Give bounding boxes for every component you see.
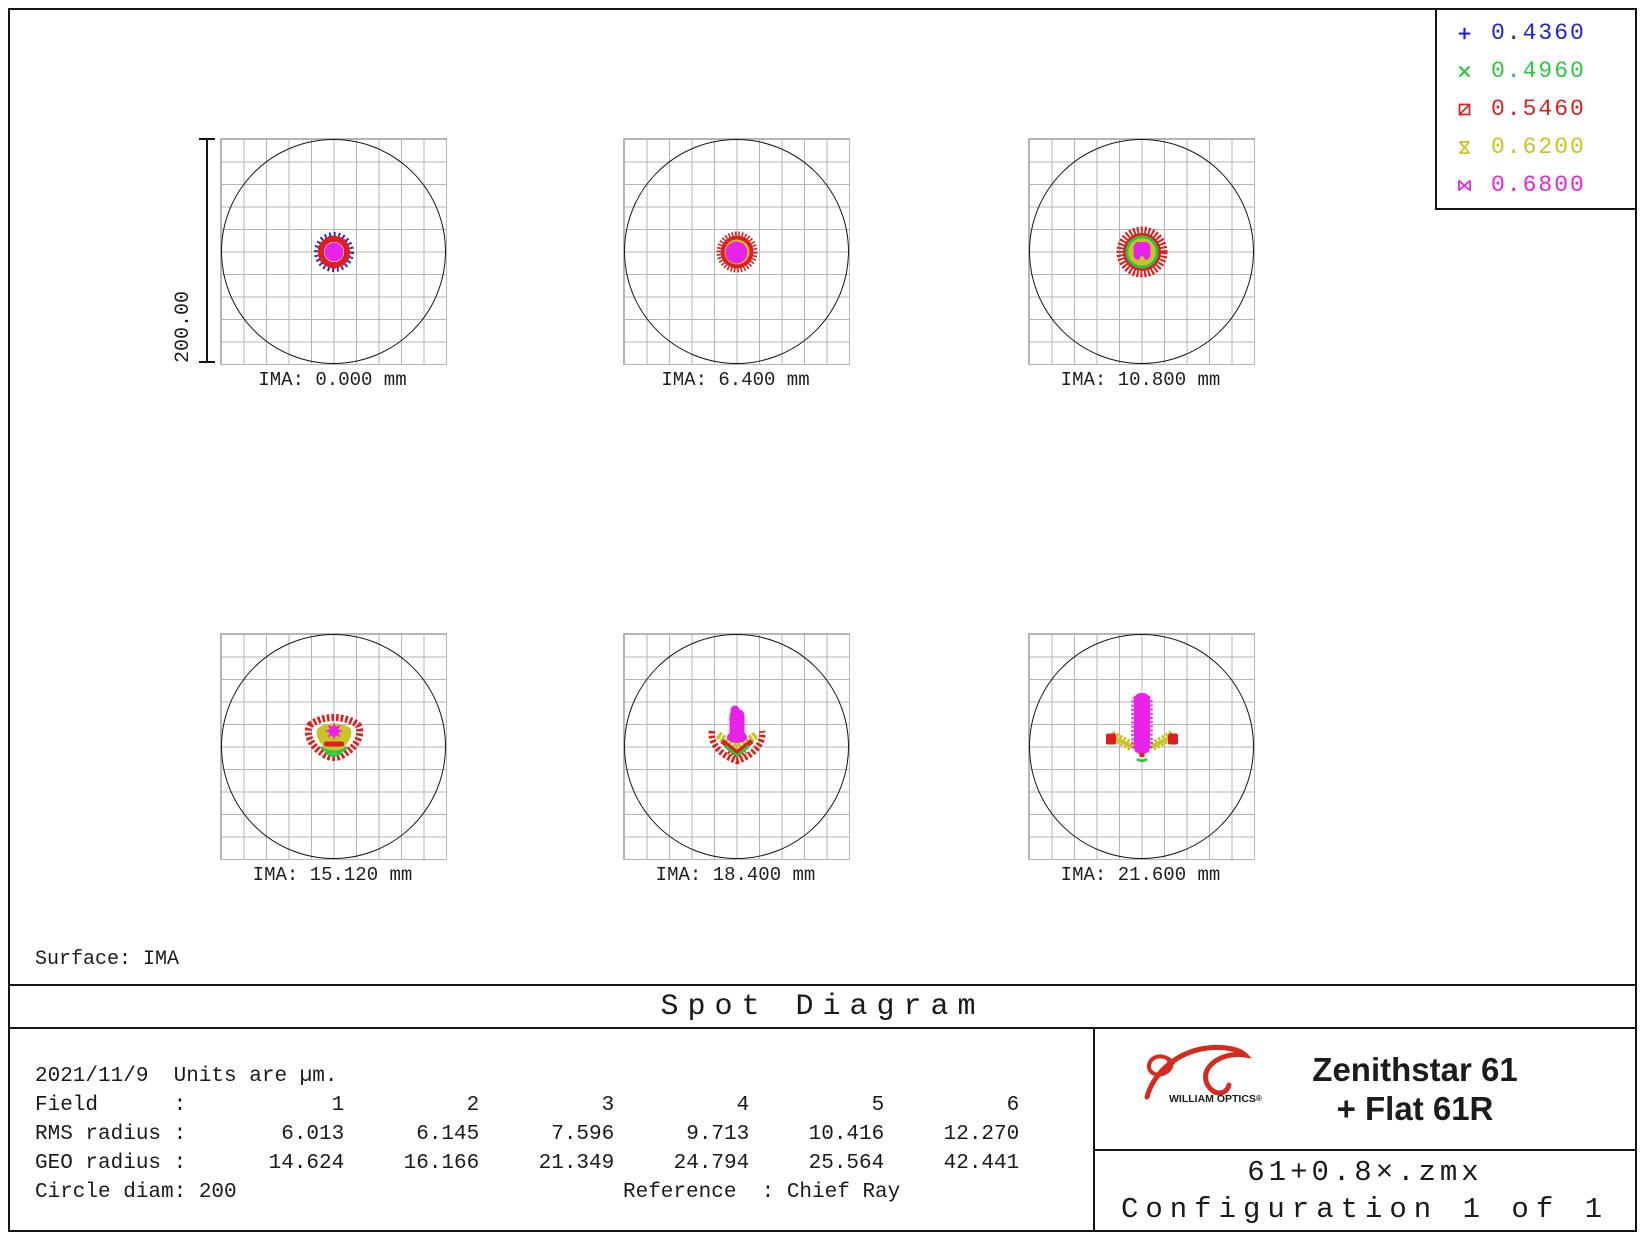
product-title: Zenithstar 61 + Flat 61R [1245, 1029, 1585, 1149]
rms-value: 9.713 [686, 1123, 750, 1146]
marker-x-icon [1437, 64, 1491, 79]
field-value: 3 [601, 1094, 615, 1117]
ima-label: IMA: 21.600 mm [1060, 864, 1221, 886]
rms-value: 12.270 [943, 1123, 1020, 1146]
reference-label: Reference : Chief Ray [623, 1181, 901, 1204]
legend-item: 0.4360 [1437, 16, 1635, 50]
rms-value: 10.416 [808, 1123, 885, 1146]
reference-circle [221, 139, 446, 364]
ima-label: IMA: 10.800 mm [1060, 369, 1221, 391]
marker-bowtie-x-icon [1437, 178, 1491, 193]
william-optics-logo: WILLIAM OPTICS® [1141, 1041, 1262, 1117]
spot-subplot-field-3: IMA: 10.800 mm [1028, 138, 1255, 391]
legend-wavelength: 0.4360 [1491, 20, 1586, 46]
row-label: RMS radius : [35, 1123, 187, 1146]
plot-title: Spot Diagram [660, 989, 985, 1024]
subplot-grid [623, 633, 850, 860]
rms-value: 6.013 [281, 1123, 345, 1146]
marker-plus-icon [1437, 26, 1491, 41]
rms-radius-row: RMS radius : 6.013 6.145 7.596 9.713 10.… [35, 1120, 1019, 1149]
field-value: 4 [736, 1094, 750, 1117]
field-value: 1 [331, 1094, 345, 1117]
lens-filename: 61+0.8×.zmx [1247, 1155, 1483, 1189]
surface-label: Surface: IMA [35, 948, 180, 971]
spot-cluster-field-4 [304, 713, 363, 761]
legend-item: 0.6800 [1437, 168, 1635, 202]
subplot-grid [220, 633, 447, 860]
marker-hourglass-x-icon [1437, 140, 1491, 155]
legend-wavelength: 0.4960 [1491, 58, 1586, 84]
scale-bar [199, 138, 215, 363]
legend-wavelength: 0.5460 [1491, 96, 1586, 122]
geo-radius-row: GEO radius : 14.624 16.166 21.349 24.794… [35, 1149, 1019, 1178]
title-band: Spot Diagram [10, 984, 1635, 1029]
reference-circle [1029, 634, 1254, 859]
reference-circle [624, 139, 849, 364]
spot-cluster-field-1 [313, 231, 354, 272]
panel-horizontal-line [1095, 1149, 1635, 1151]
field-value: 5 [871, 1094, 885, 1117]
marker-square-x-icon [1437, 102, 1491, 117]
reference-circle [221, 634, 446, 859]
circle-diam-row: Circle diam: 200 Reference : Chief Ray [35, 1178, 1019, 1207]
row-label: Field : [35, 1094, 187, 1117]
spot-subplot-field-6: IMA: 21.600 mm [1028, 633, 1255, 886]
legend-item: 0.4960 [1437, 54, 1635, 88]
subplot-grid [1028, 633, 1255, 860]
wavelength-legend: 0.4360 0.4960 0.5460 0.6200 [1435, 10, 1635, 210]
rms-value: 7.596 [551, 1123, 615, 1146]
ima-label: IMA: 15.120 mm [252, 864, 413, 886]
registered-mark: ® [1255, 1094, 1262, 1103]
panel-divider-line [1093, 1029, 1095, 1230]
spot-cluster-field-5 [708, 705, 765, 764]
spot-cluster-field-3 [1116, 226, 1167, 277]
logo-swoosh-icon [1144, 1044, 1253, 1100]
circle-diam-label: Circle diam: 200 [35, 1181, 237, 1204]
rms-value: 6.145 [416, 1123, 480, 1146]
legend-wavelength: 0.6200 [1491, 134, 1586, 160]
geo-value: 16.166 [403, 1152, 480, 1175]
geo-value: 24.794 [673, 1152, 750, 1175]
configuration-cell: 61+0.8×.zmx Configuration 1 of 1 [1095, 1151, 1635, 1230]
spot-cluster-field-6 [1105, 692, 1178, 762]
spot-subplot-field-1: 200.00 IMA: 0.000 mm [172, 138, 447, 391]
legend-item: 0.6200 [1437, 130, 1635, 164]
reference-circle [624, 634, 849, 859]
subplot-grid [623, 138, 850, 365]
field-value: 2 [466, 1094, 480, 1117]
geo-value: 25.564 [808, 1152, 885, 1175]
product-line-1: Zenithstar 61 [1312, 1051, 1518, 1088]
product-line-2: + Flat 61R [1336, 1090, 1494, 1127]
logo-wordmark: WILLIAM OPTICS® [1169, 1093, 1262, 1105]
configuration-label: Configuration 1 of 1 [1120, 1192, 1610, 1226]
geo-value: 42.441 [943, 1152, 1020, 1175]
geo-value: 14.624 [268, 1152, 345, 1175]
scale-bar-label: 200.00 [172, 290, 195, 363]
ima-label: IMA: 6.400 mm [661, 369, 810, 391]
row-label: GEO radius : [35, 1152, 187, 1175]
spot-subplot-field-5: IMA: 18.400 mm [623, 633, 850, 886]
summary-table: 2021/11/9 Units are µm. Field : 1 2 3 4 … [35, 1062, 1019, 1207]
branding-cell: WILLIAM OPTICS® Zenithstar 61 + Flat 61R [1095, 1029, 1635, 1149]
legend-wavelength: 0.6800 [1491, 172, 1586, 198]
subplot-grid [220, 138, 447, 365]
field-row: Field : 1 2 3 4 5 6 [35, 1091, 1019, 1120]
legend-item: 0.5460 [1437, 92, 1635, 126]
ima-label: IMA: 18.400 mm [655, 864, 816, 886]
plot-frame: 0.4360 0.4960 0.5460 0.6200 [8, 8, 1637, 1232]
field-value: 6 [1006, 1094, 1020, 1117]
date-units-line: 2021/11/9 Units are µm. [35, 1065, 338, 1088]
reference-circle [1029, 139, 1254, 364]
spot-subplot-field-4: IMA: 15.120 mm [220, 633, 447, 886]
spot-subplot-field-2: IMA: 6.400 mm [623, 138, 850, 391]
ima-label: IMA: 0.000 mm [258, 369, 407, 391]
subplot-grid [1028, 138, 1255, 365]
spot-cluster-field-2 [716, 231, 757, 272]
geo-value: 21.349 [538, 1152, 615, 1175]
